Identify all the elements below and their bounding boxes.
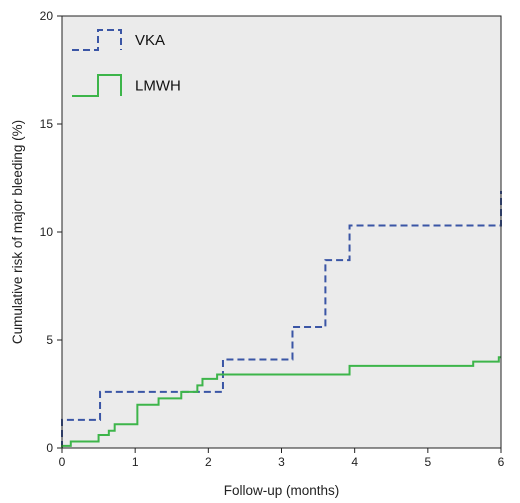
x-tick-label: 5 (424, 455, 431, 469)
legend-swatch-vka (72, 29, 122, 51)
x-tick-label: 0 (59, 455, 66, 469)
series-line-lmwh (61, 356, 501, 448)
y-tick-label: 20 (40, 9, 54, 23)
plot-area (62, 16, 501, 448)
x-tick-label: 3 (278, 455, 285, 469)
series-lines (61, 190, 502, 448)
legend-swatch-lmwh (72, 74, 122, 97)
x-axis-title: Follow-up (months) (224, 483, 340, 498)
plot-frame (61, 15, 502, 449)
legend: VKA LMWH (72, 29, 181, 97)
y-tick-label: 10 (40, 225, 54, 239)
legend-label-lmwh: LMWH (135, 78, 181, 95)
y-tick-label: 0 (46, 441, 53, 455)
x-tick-label: 1 (132, 455, 139, 469)
x-tick-label: 4 (351, 455, 358, 469)
y-axis-title: Cumulative risk of major bleeding (%) (10, 120, 25, 344)
x-tick-label: 6 (498, 455, 505, 469)
y-tick-label: 15 (40, 117, 54, 131)
y-tick-label: 5 (46, 333, 53, 347)
legend-label-vka: VKA (135, 32, 165, 49)
axes: 0 1 2 3 4 5 6 0 5 10 15 20 (40, 9, 505, 469)
x-tick-label: 2 (205, 455, 212, 469)
series-line-vka (61, 190, 502, 448)
